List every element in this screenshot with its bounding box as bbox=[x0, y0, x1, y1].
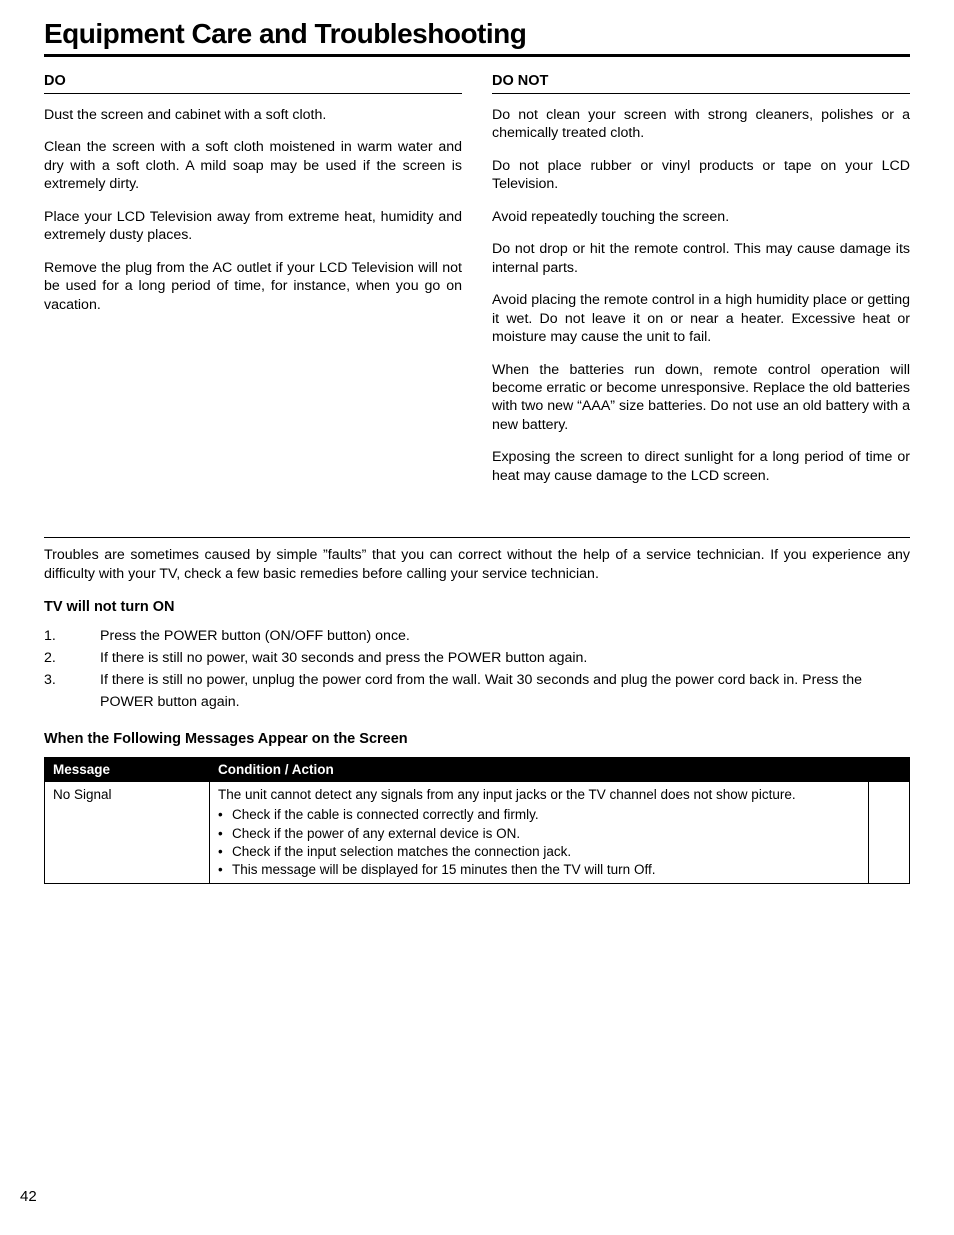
tv-not-on-header: TV will not turn ON bbox=[44, 599, 910, 615]
table-header-row: Message Condition / Action bbox=[45, 758, 910, 782]
do-paragraph: Remove the plug from the AC outlet if yo… bbox=[44, 259, 462, 314]
table-header-condition: Condition / Action bbox=[210, 758, 869, 782]
bullet-dot-icon: • bbox=[218, 843, 232, 861]
do-column: DO Dust the screen and cabinet with a so… bbox=[44, 73, 462, 499]
title-underline bbox=[44, 54, 910, 57]
two-column-layout: DO Dust the screen and cabinet with a so… bbox=[44, 73, 910, 499]
donot-header: DO NOT bbox=[492, 73, 910, 94]
step-text: Press the POWER button (ON/OFF button) o… bbox=[100, 625, 910, 647]
condition-lead-text: The unit cannot detect any signals from … bbox=[218, 786, 860, 804]
page-title: Equipment Care and Troubleshooting bbox=[44, 18, 910, 50]
table-header-trailing bbox=[869, 758, 910, 782]
page-number: 42 bbox=[20, 1188, 37, 1205]
step-number: 3. bbox=[44, 669, 100, 713]
step-number: 2. bbox=[44, 647, 100, 669]
bullet-dot-icon: • bbox=[218, 825, 232, 843]
donot-paragraph: Do not clean your screen with strong cle… bbox=[492, 106, 910, 143]
donot-paragraph: When the batteries run down, remote cont… bbox=[492, 361, 910, 435]
donot-paragraph: Do not place rubber or vinyl products or… bbox=[492, 157, 910, 194]
donot-paragraph: Exposing the screen to direct sunlight f… bbox=[492, 448, 910, 485]
bullet-item: •Check if the cable is connected correct… bbox=[218, 806, 860, 824]
bullet-text: This message will be displayed for 15 mi… bbox=[232, 861, 655, 879]
do-header: DO bbox=[44, 73, 462, 94]
bullet-item: •Check if the input selection matches th… bbox=[218, 843, 860, 861]
bullet-item: •This message will be displayed for 15 m… bbox=[218, 861, 860, 879]
messages-table: Message Condition / Action No Signal The… bbox=[44, 757, 910, 884]
donot-paragraph: Do not drop or hit the remote control. T… bbox=[492, 240, 910, 277]
do-paragraph: Dust the screen and cabinet with a soft … bbox=[44, 106, 462, 124]
bullet-text: Check if the cable is connected correctl… bbox=[232, 806, 539, 824]
bullet-dot-icon: • bbox=[218, 861, 232, 879]
donot-paragraph: Avoid placing the remote control in a hi… bbox=[492, 291, 910, 346]
messages-header: When the Following Messages Appear on th… bbox=[44, 731, 910, 747]
bullet-text: Check if the power of any external devic… bbox=[232, 825, 520, 843]
section-divider bbox=[44, 537, 910, 538]
step-item: 3. If there is still no power, unplug th… bbox=[44, 669, 910, 713]
bullet-text: Check if the input selection matches the… bbox=[232, 843, 571, 861]
bullet-dot-icon: • bbox=[218, 806, 232, 824]
donot-paragraph: Avoid repeatedly touching the screen. bbox=[492, 208, 910, 226]
table-cell-trailing bbox=[869, 782, 910, 884]
do-paragraph: Place your LCD Television away from extr… bbox=[44, 208, 462, 245]
step-text: If there is still no power, unplug the p… bbox=[100, 669, 910, 713]
step-item: 2. If there is still no power, wait 30 s… bbox=[44, 647, 910, 669]
do-paragraph: Clean the screen with a soft cloth moist… bbox=[44, 138, 462, 193]
condition-bullet-list: •Check if the cable is connected correct… bbox=[218, 806, 860, 879]
table-cell-message: No Signal bbox=[45, 782, 210, 884]
donot-column: DO NOT Do not clean your screen with str… bbox=[492, 73, 910, 499]
table-row: No Signal The unit cannot detect any sig… bbox=[45, 782, 910, 884]
bullet-item: •Check if the power of any external devi… bbox=[218, 825, 860, 843]
steps-list: 1. Press the POWER button (ON/OFF button… bbox=[44, 625, 910, 713]
step-item: 1. Press the POWER button (ON/OFF button… bbox=[44, 625, 910, 647]
table-cell-condition: The unit cannot detect any signals from … bbox=[210, 782, 869, 884]
document-page: Equipment Care and Troubleshooting DO Du… bbox=[0, 0, 954, 1235]
table-header-message: Message bbox=[45, 758, 210, 782]
troubleshoot-intro: Troubles are sometimes caused by simple … bbox=[44, 546, 910, 583]
step-number: 1. bbox=[44, 625, 100, 647]
step-text: If there is still no power, wait 30 seco… bbox=[100, 647, 910, 669]
